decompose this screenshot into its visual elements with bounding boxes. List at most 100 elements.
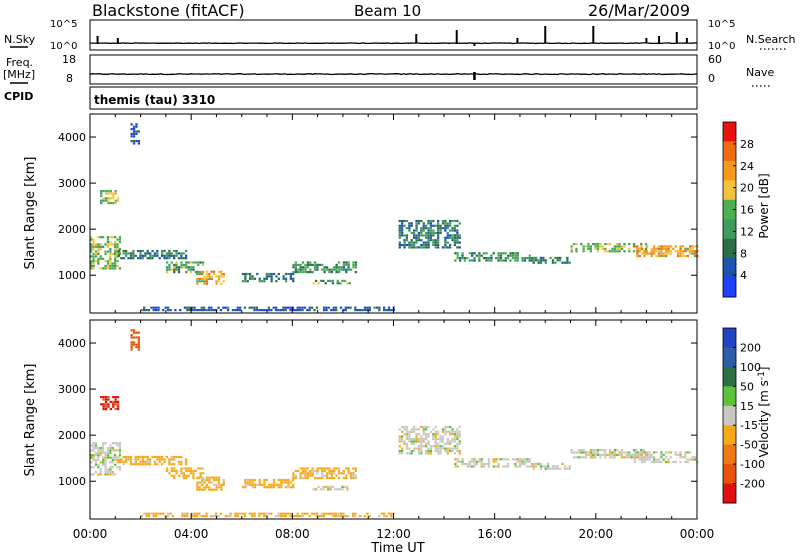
cell-r7-74 bbox=[345, 474, 348, 477]
cell-r5-12 bbox=[201, 483, 204, 486]
cell-r6-36 bbox=[284, 272, 288, 276]
cell-r4-0 bbox=[165, 261, 169, 264]
cell-r0-46 bbox=[102, 451, 105, 454]
cell-r0-66 bbox=[106, 456, 110, 459]
cell-r14-128 bbox=[390, 512, 393, 515]
cell-r0-11 bbox=[92, 454, 95, 457]
cell-r13-39 bbox=[660, 451, 663, 454]
cell-r4-5 bbox=[168, 266, 171, 269]
cell-r1-6 bbox=[102, 408, 105, 411]
cell-r1-1 bbox=[100, 192, 103, 195]
cell-r9-125 bbox=[437, 449, 440, 453]
power-heatmap bbox=[90, 123, 699, 312]
cell-r9-33 bbox=[408, 437, 411, 441]
cell-r13-38 bbox=[660, 254, 663, 258]
cell-r11-25 bbox=[563, 467, 567, 470]
cell-r0-81 bbox=[111, 446, 114, 450]
cell-r9-53 bbox=[415, 222, 418, 225]
cell-r3-62 bbox=[170, 463, 173, 466]
cell-r0-73 bbox=[109, 260, 112, 263]
cell-r13-81 bbox=[691, 247, 694, 250]
cell-r8-4 bbox=[322, 279, 325, 282]
cell-r12-57 bbox=[616, 453, 619, 456]
cell-r3-40 bbox=[149, 463, 152, 466]
cell-r10-73 bbox=[528, 254, 531, 257]
cell-r12-27 bbox=[592, 456, 595, 459]
cell-r2-18 bbox=[137, 338, 140, 341]
cell-r12-36 bbox=[608, 250, 612, 253]
cell-r9-85 bbox=[425, 435, 428, 438]
cell-r9-73 bbox=[420, 234, 423, 237]
cell-r13-52 bbox=[669, 245, 673, 248]
cell-r1-28 bbox=[114, 202, 117, 205]
cell-r14-107 bbox=[337, 515, 340, 518]
cell-r12-54 bbox=[623, 250, 626, 253]
cell-r3-59 bbox=[168, 463, 171, 466]
xtick-label-2: 08:00 bbox=[275, 527, 310, 541]
cell-r8-12 bbox=[339, 282, 342, 285]
cell-r5-19 bbox=[205, 479, 209, 482]
cell-r0-43 bbox=[99, 257, 102, 260]
cell-r0-57 bbox=[106, 240, 110, 244]
cell-r0-89 bbox=[114, 252, 117, 256]
cell-r0-88 bbox=[111, 473, 114, 476]
cell-r9-96 bbox=[427, 447, 430, 450]
cell-r6-45 bbox=[292, 280, 295, 283]
cell-r7-58 bbox=[337, 261, 341, 264]
cell-r9-178 bbox=[451, 239, 454, 242]
cell-r7-69 bbox=[345, 263, 348, 266]
cell-r9-102 bbox=[429, 449, 433, 453]
cell-r10-52 bbox=[507, 254, 510, 257]
cell-r9-113 bbox=[432, 219, 435, 223]
cell-r7-25 bbox=[309, 472, 312, 475]
cell-r12-48 bbox=[618, 247, 621, 250]
cell-r4-31 bbox=[192, 472, 195, 475]
cell-r9-159 bbox=[446, 227, 449, 230]
cell-r2-3 bbox=[130, 135, 133, 138]
cell-r5-34 bbox=[217, 275, 221, 278]
cell-r0-48 bbox=[102, 267, 105, 270]
cell-r8-13 bbox=[336, 488, 339, 491]
cell-r14-71 bbox=[279, 309, 283, 312]
cell-r3-48 bbox=[158, 455, 161, 459]
cell-r10-43 bbox=[495, 465, 498, 468]
cell-r10-13 bbox=[468, 460, 471, 463]
cell-r0-90 bbox=[114, 255, 117, 258]
cell-r11-14 bbox=[549, 256, 552, 259]
cell-r7-3 bbox=[294, 469, 297, 472]
cell-r13-36 bbox=[655, 460, 658, 464]
cell-r3-73 bbox=[185, 458, 188, 461]
cell-r0-102 bbox=[116, 255, 119, 258]
cell-r11-28 bbox=[568, 467, 571, 470]
cell-r11-18 bbox=[554, 465, 557, 468]
cell-r5-7 bbox=[198, 280, 201, 283]
cell-r4-46 bbox=[201, 261, 205, 264]
cell-r9-147 bbox=[444, 449, 447, 453]
cell-r9-114 bbox=[434, 440, 437, 443]
cell-r14-20 bbox=[186, 306, 189, 309]
cell-r9-87 bbox=[425, 442, 428, 445]
cell-r14-74 bbox=[284, 306, 287, 309]
cell-r4-36 bbox=[192, 261, 195, 264]
cell-r2-0 bbox=[130, 123, 133, 126]
cell-r14-62 bbox=[263, 512, 266, 515]
cell-r11-22 bbox=[559, 467, 562, 470]
cell-r1-9 bbox=[104, 192, 108, 195]
cell-r1-30 bbox=[116, 199, 120, 202]
cell-r14-126 bbox=[383, 306, 386, 309]
cell-r6-48 bbox=[284, 481, 288, 484]
cell-r13-70 bbox=[684, 247, 687, 250]
cell-r12-6 bbox=[577, 449, 580, 452]
cell-r9-37 bbox=[408, 246, 411, 249]
cell-r0-67 bbox=[109, 243, 112, 246]
cell-r9-168 bbox=[451, 447, 454, 450]
cell-r4-33 bbox=[192, 477, 195, 480]
cell-r9-176 bbox=[451, 234, 454, 237]
cell-r7-83 bbox=[354, 271, 357, 274]
cell-r3-60 bbox=[170, 455, 173, 459]
cell-r14-0 bbox=[140, 309, 143, 312]
power-colorbar-label: Power [dB] bbox=[757, 173, 771, 238]
cell-r0-42 bbox=[99, 255, 102, 258]
date-title: 26/Mar/2009 bbox=[588, 1, 690, 20]
cell-r7-24 bbox=[306, 263, 309, 266]
